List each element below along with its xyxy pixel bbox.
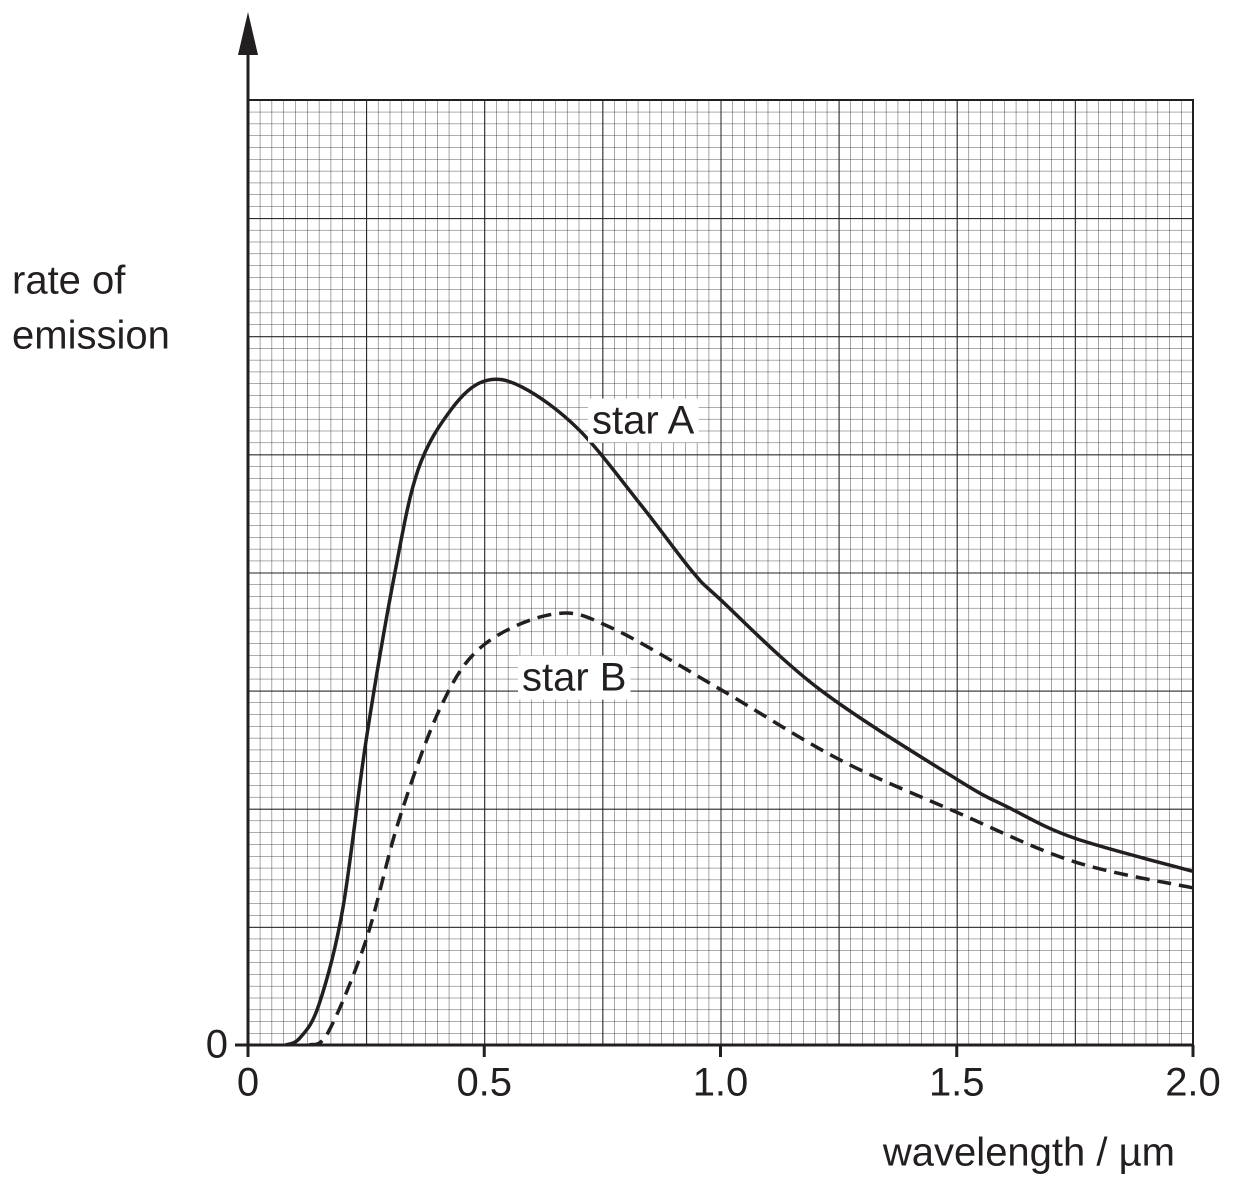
y-axis-label: emission [12,314,170,358]
x-tick-label: 2.0 [1165,1061,1221,1105]
x-axis-label: wavelength / µm [882,1131,1175,1175]
major-grid [248,100,1193,1045]
x-tick-label: 1.0 [693,1061,749,1105]
series-label-background [518,655,631,700]
x-tick-label: 1.5 [929,1061,985,1105]
series-label: star B [522,656,626,700]
y-axis-arrow [238,12,258,55]
x-tick-label: 0 [237,1061,259,1105]
y-tick-label: 0 [206,1023,228,1067]
y-axis-label: rate of [12,259,126,303]
series-label-background [588,398,699,443]
series-label: star A [592,399,695,443]
x-tick-label: 0.5 [456,1061,512,1105]
line-series [308,611,1194,1047]
line-series [285,377,1194,1047]
